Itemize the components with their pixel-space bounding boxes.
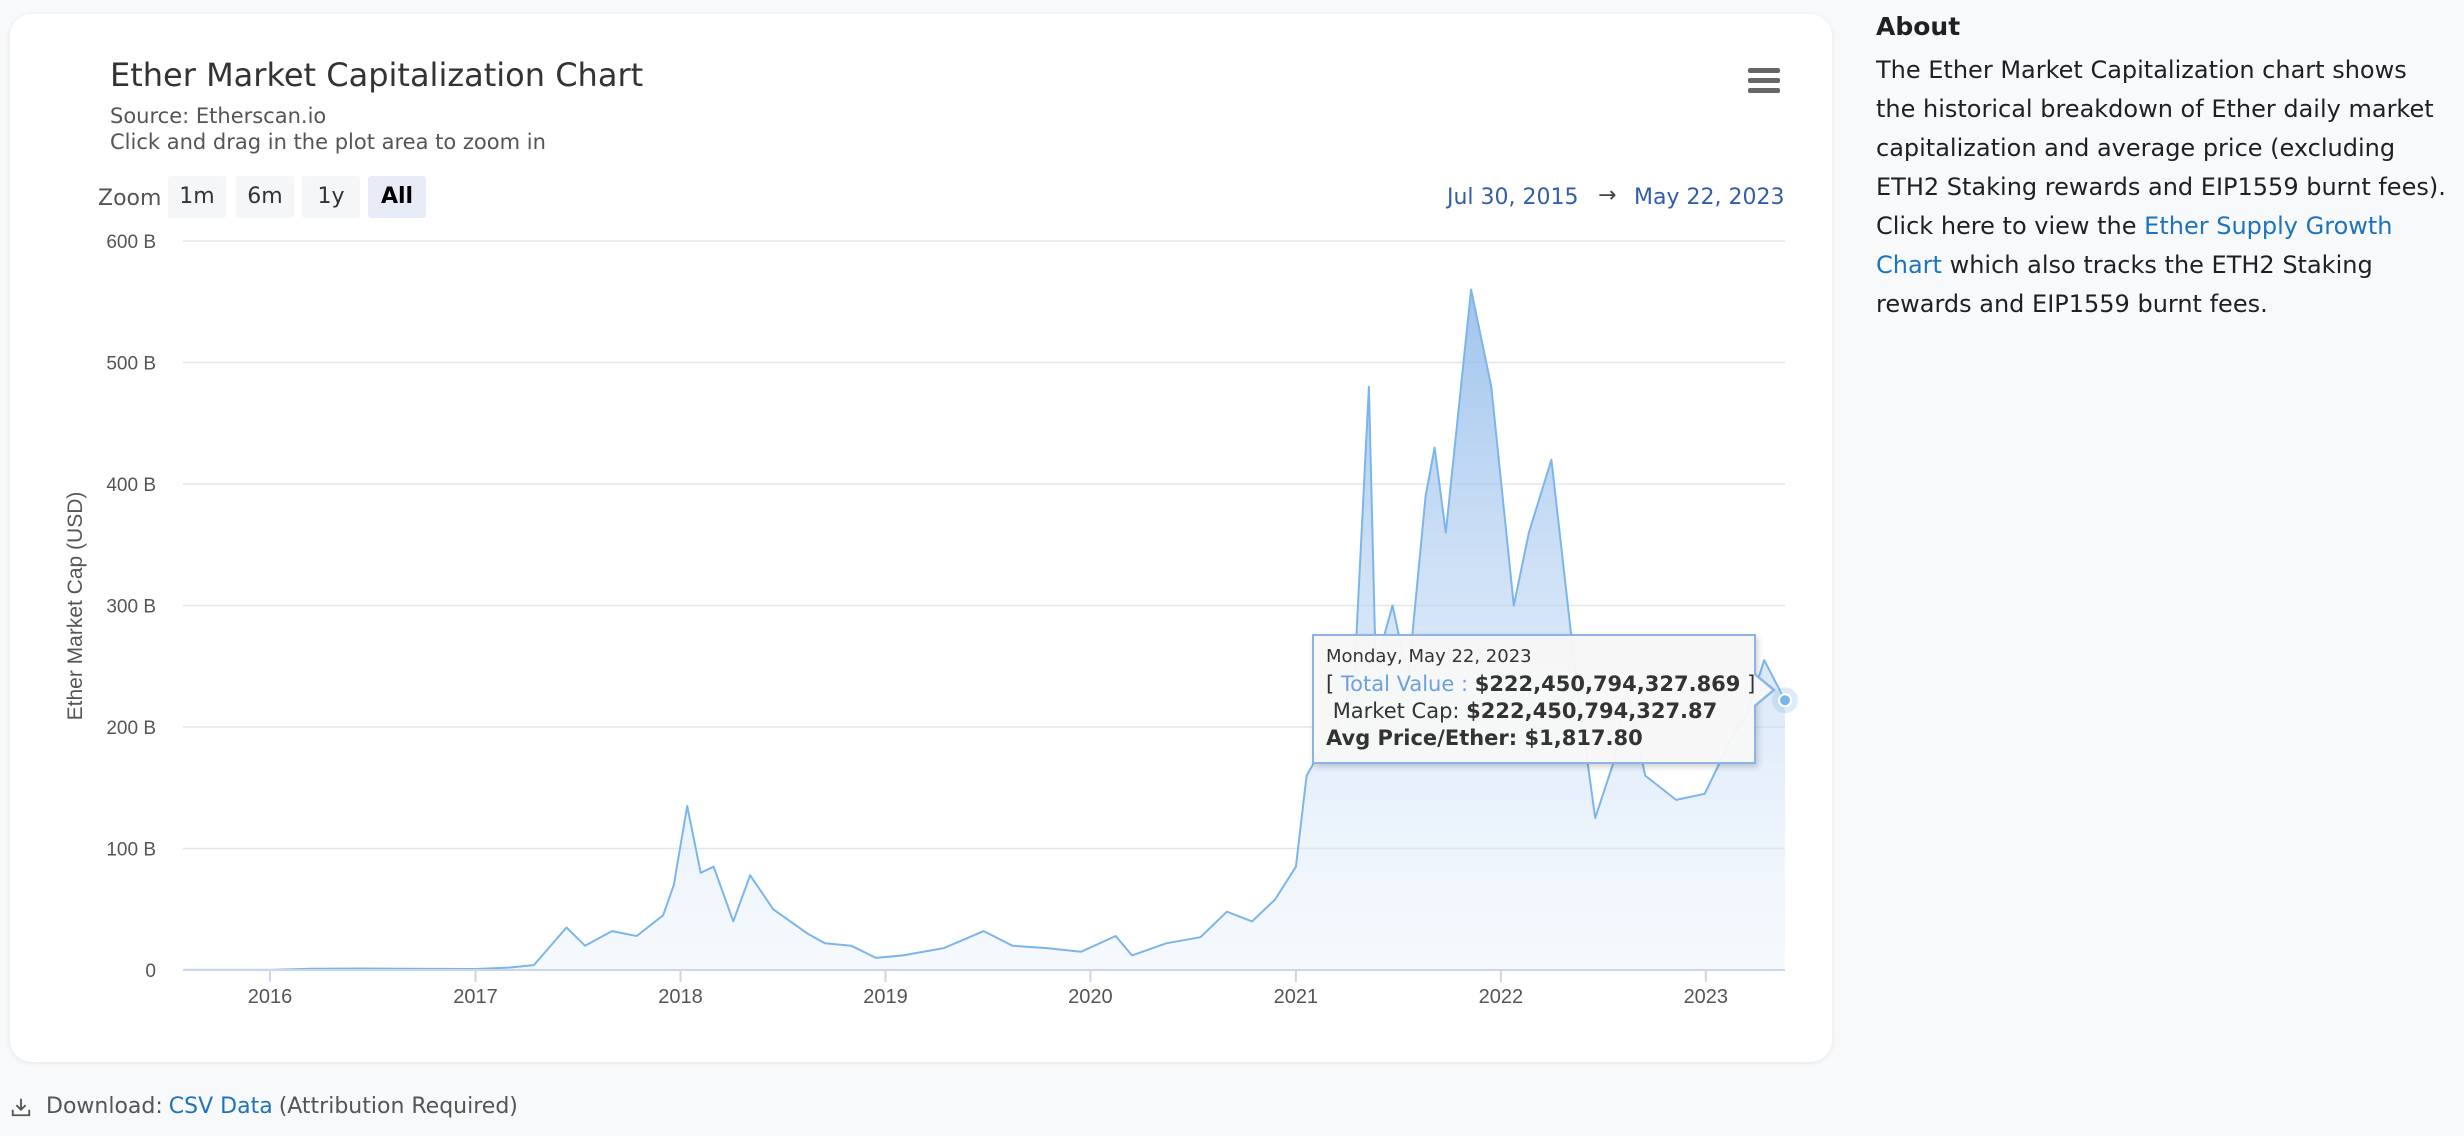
csv-data-link[interactable]: CSV Data	[168, 1094, 273, 1119]
download-bar: Download: CSV Data (Attribution Required…	[10, 1094, 518, 1119]
zoom-all-button[interactable]: All	[368, 176, 426, 218]
x-tick-label: 2022	[1479, 986, 1524, 1008]
y-axis-label: Ether Market Cap (USD)	[64, 492, 87, 721]
tooltip-date: Monday, May 22, 2023	[1326, 646, 1532, 667]
x-tick-label: 2021	[1274, 986, 1319, 1008]
y-tick-label: 200 B	[106, 718, 156, 739]
chart-title: Ether Market Capitalization Chart	[110, 56, 644, 94]
about-heading: About	[1876, 12, 1961, 41]
zoom-6m-button[interactable]: 6m	[236, 176, 294, 218]
tooltip-price-value: $1,817.80	[1524, 726, 1643, 750]
x-tick-label: 2018	[658, 986, 703, 1008]
download-prefix: Download:	[46, 1094, 163, 1119]
chart-tooltip: Monday, May 22, 2023 [ Total Value : $22…	[1312, 634, 1756, 764]
y-tick-label: 600 B	[106, 232, 156, 253]
tooltip-price-label: Avg Price/Ether:	[1326, 726, 1525, 750]
range-from-input[interactable]: Jul 30, 2015	[1447, 185, 1579, 210]
chart-hint: Click and drag in the plot area to zoom …	[110, 130, 546, 154]
hover-point[interactable]	[1778, 693, 1792, 708]
x-tick-label: 2017	[453, 986, 498, 1008]
tooltip-total-label: Total Value :	[1340, 672, 1475, 696]
market-cap-line	[183, 288, 1786, 971]
x-tick-label: 2016	[248, 986, 293, 1008]
x-tick-label: 2019	[863, 986, 908, 1008]
tooltip-pointer-inner	[1754, 675, 1772, 705]
tooltip-total-value: $222,450,794,327.869	[1474, 672, 1741, 696]
download-suffix: (Attribution Required)	[278, 1094, 518, 1119]
y-tick-label: 100 B	[106, 840, 156, 861]
zoom-1m-button[interactable]: 1m	[168, 176, 226, 218]
about-text: The Ether Market Capitalization chart sh…	[1876, 51, 2446, 324]
y-tick-label: 300 B	[106, 597, 156, 618]
about-text-after: which also tracks the ETH2 Staking rewar…	[1876, 251, 2373, 318]
download-icon	[11, 1098, 31, 1116]
about-panel: About The Ether Market Capitalization ch…	[1876, 12, 2446, 324]
zoom-1y-button[interactable]: 1y	[302, 176, 360, 218]
x-tick-label: 2023	[1684, 986, 1729, 1008]
y-tick-label: 0	[145, 961, 156, 982]
x-tick-label: 2020	[1068, 986, 1113, 1008]
tooltip-mcap-value: $222,450,794,327.87	[1466, 699, 1718, 723]
tooltip-total-prefix: [	[1326, 672, 1341, 696]
y-tick-label: 500 B	[106, 354, 156, 375]
zoom-label: Zoom	[98, 186, 162, 211]
hamburger-menu-icon[interactable]	[1748, 68, 1780, 98]
about-text-before: The Ether Market Capitalization chart sh…	[1876, 56, 2446, 240]
chart-source: Source: Etherscan.io	[110, 104, 327, 128]
tooltip-total-suffix: ]	[1740, 672, 1756, 696]
range-to-input[interactable]: May 22, 2023	[1634, 185, 1785, 210]
market-cap-area	[183, 289, 1785, 971]
tooltip-mcap-label: Market Cap:	[1332, 699, 1467, 723]
y-tick-label: 400 B	[106, 475, 156, 496]
range-arrow: →	[1598, 183, 1617, 208]
supply-growth-chart-link[interactable]: Ether Supply Growth Chart	[1876, 212, 2393, 279]
market-cap-chart[interactable]: 0 100 B 200 B 300 B 400 B 500 B 600 B 2016 2017 2…	[0, 0, 1840, 1070]
